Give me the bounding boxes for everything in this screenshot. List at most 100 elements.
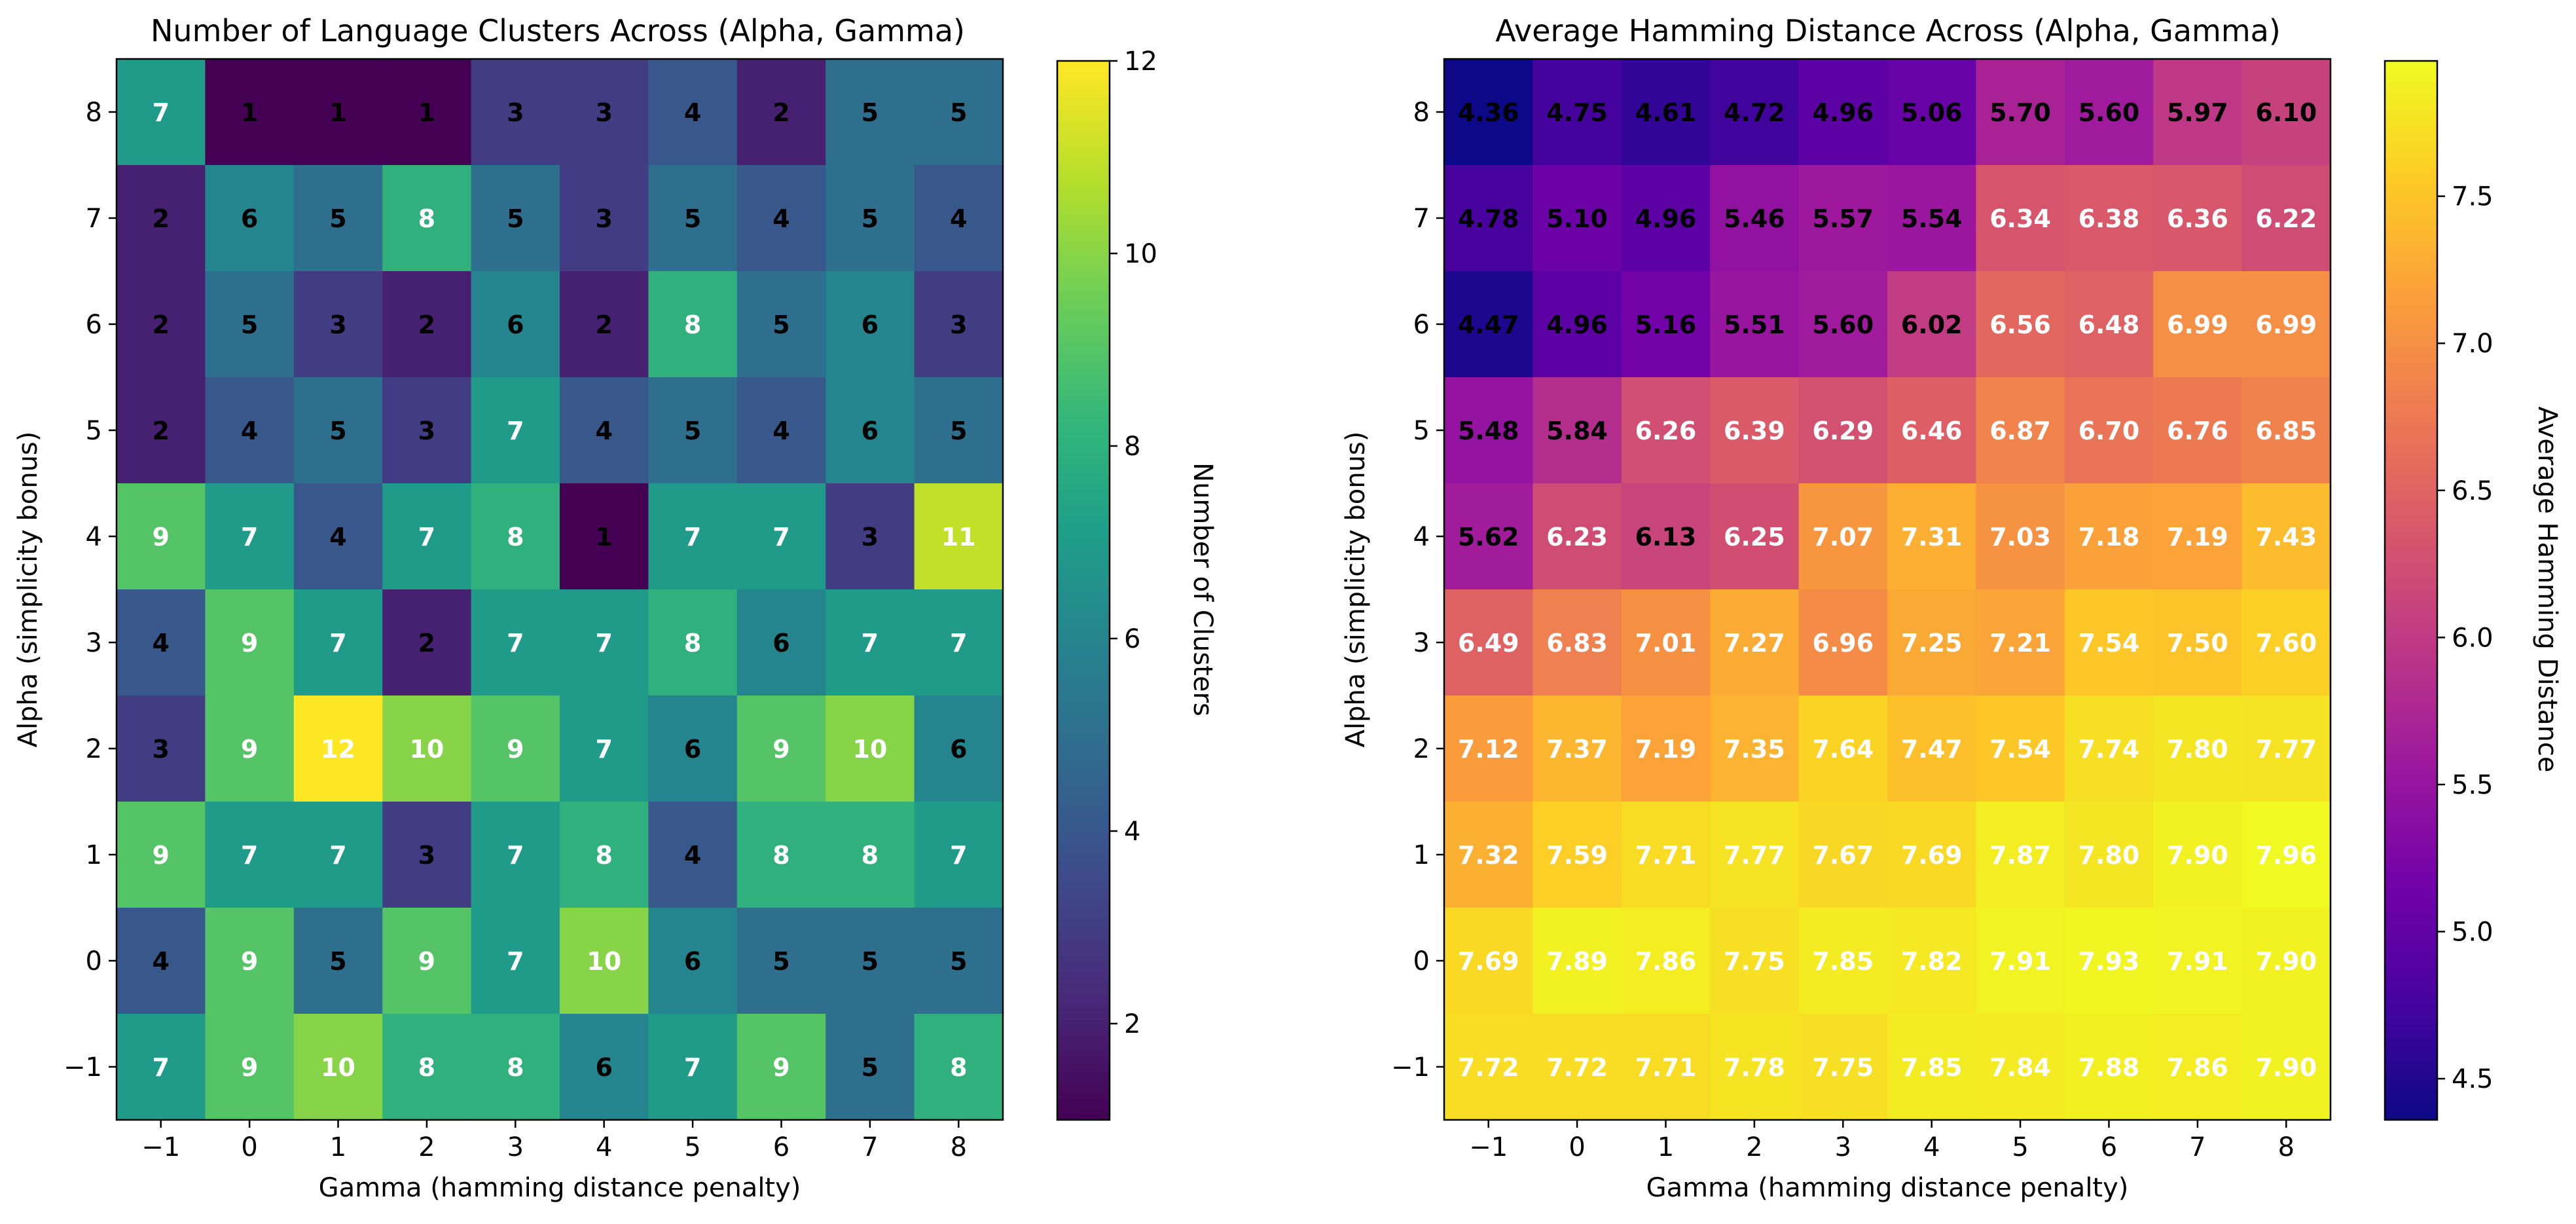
- clusters-colorbar-segment: [1057, 124, 1110, 130]
- clusters-heatmap-value-label: 4: [950, 204, 967, 233]
- clusters-colorbar-segment: [1057, 309, 1110, 316]
- clusters-colorbar-segment: [1057, 426, 1110, 432]
- hamming-heatmap-x-axis-label: Gamma (hamming distance penalty): [1646, 1173, 2129, 1203]
- clusters-colorbar-segment: [1057, 876, 1110, 882]
- hamming-colorbar-segment: [2385, 209, 2437, 215]
- clusters-heatmap-value-label: 3: [418, 417, 435, 445]
- hamming-colorbar-segment: [2385, 415, 2437, 422]
- clusters-colorbar-segment: [1057, 151, 1110, 157]
- clusters-colorbar-segment: [1057, 558, 1110, 565]
- hamming-colorbar-segment: [2385, 834, 2437, 840]
- hamming-heatmap-value-label: 7.75: [1812, 1053, 1874, 1082]
- clusters-heatmap-value-label: 7: [950, 841, 967, 870]
- hamming-heatmap-value-label: 7.87: [1989, 841, 2051, 870]
- clusters-colorbar-segment: [1057, 140, 1110, 147]
- hamming-colorbar-segment: [2385, 781, 2437, 787]
- hamming-heatmap-value-label: 5.10: [1546, 204, 1608, 233]
- hamming-colorbar-segment: [2385, 902, 2437, 909]
- hamming-colorbar-segment: [2385, 616, 2437, 623]
- clusters-colorbar-segment: [1057, 770, 1110, 777]
- hamming-heatmap-cell: [1976, 802, 2065, 908]
- clusters-colorbar-segment: [1057, 1009, 1110, 1015]
- hamming-heatmap-value-label: 7.19: [2167, 523, 2228, 551]
- clusters-heatmap-value-label: 2: [595, 310, 612, 339]
- hamming-heatmap-value-label: 7.82: [1901, 947, 1963, 976]
- hamming-colorbar-segment: [2385, 542, 2437, 549]
- clusters-colorbar-segment: [1057, 320, 1110, 327]
- hamming-colorbar-segment: [2385, 1014, 2437, 1020]
- clusters-heatmap-cell: [914, 377, 1004, 484]
- clusters-colorbar-segment: [1057, 1019, 1110, 1026]
- clusters-heatmap-value-label: 7: [595, 735, 612, 764]
- hamming-colorbar-segment: [2385, 1093, 2437, 1100]
- hamming-heatmap-cell: [2064, 1014, 2154, 1121]
- hamming-colorbar-segment: [2385, 707, 2437, 713]
- clusters-colorbar-segment: [1057, 87, 1110, 94]
- clusters-heatmap-cell: [736, 271, 826, 378]
- clusters-colorbar-segment: [1057, 98, 1110, 104]
- hamming-colorbar-segment: [2385, 1003, 2437, 1010]
- hamming-colorbar-segment: [2385, 458, 2437, 464]
- hamming-colorbar-segment: [2385, 521, 2437, 528]
- hamming-colorbar-segment: [2385, 135, 2437, 141]
- hamming-colorbar-segment: [2385, 881, 2437, 888]
- hamming-colorbar-tick-label: 5.5: [2452, 770, 2494, 800]
- clusters-heatmap-value-label: 5: [241, 310, 258, 339]
- clusters-colorbar-segment: [1057, 415, 1110, 422]
- hamming-x-tick-label: 3: [1835, 1132, 1851, 1162]
- clusters-colorbar-segment: [1057, 680, 1110, 686]
- clusters-colorbar-segment: [1057, 108, 1110, 115]
- hamming-colorbar-segment: [2385, 352, 2437, 358]
- hamming-colorbar-segment: [2385, 1009, 2437, 1015]
- hamming-heatmap-cell: [1621, 483, 1711, 590]
- clusters-heatmap-cell: [293, 589, 383, 696]
- clusters-heatmap-cell: [293, 59, 383, 166]
- hamming-colorbar-segment: [2385, 166, 2437, 173]
- hamming-colorbar-tick-label: 4.5: [2452, 1064, 2494, 1094]
- clusters-heatmap-cell: [117, 165, 206, 272]
- hamming-colorbar-segment: [2385, 235, 2437, 242]
- clusters-heatmap-value-label: 2: [152, 204, 169, 233]
- clusters-heatmap-cell: [293, 695, 383, 802]
- hamming-heatmap-y-ticks: 8 7 6 5 4 3 2 1 0 −1: [1391, 98, 1444, 1083]
- clusters-colorbar-segment: [1057, 1109, 1110, 1115]
- hamming-colorbar-segment: [2385, 437, 2437, 443]
- clusters-heatmap-cell: [560, 483, 649, 590]
- clusters-heatmap-cell: [471, 1014, 560, 1121]
- clusters-heatmap-value-label: 8: [507, 1053, 524, 1082]
- hamming-colorbar-segment: [2385, 1035, 2437, 1041]
- clusters-colorbar-segment: [1057, 92, 1110, 99]
- clusters-colorbar-segment: [1057, 627, 1110, 633]
- clusters-heatmap-cell: [560, 908, 649, 1014]
- clusters-heatmap-cell: [205, 483, 295, 590]
- clusters-heatmap-cell: [914, 271, 1004, 378]
- clusters-heatmap-value-label: 10: [587, 947, 621, 976]
- clusters-colorbar-segment: [1057, 580, 1110, 586]
- clusters-colorbar-segment: [1057, 860, 1110, 866]
- clusters-heatmap-value-label: 7: [950, 629, 967, 658]
- clusters-colorbar-segment: [1057, 458, 1110, 464]
- clusters-heatmap-value-label: 2: [772, 98, 789, 127]
- hamming-x-tick-label: 2: [1746, 1132, 1762, 1162]
- clusters-colorbar-segment: [1057, 717, 1110, 724]
- hamming-heatmap-cell: [1533, 1014, 1622, 1121]
- clusters-heatmap-cell: [205, 695, 295, 802]
- clusters-colorbar-segment: [1057, 193, 1110, 200]
- hamming-colorbar-segment: [2385, 188, 2437, 194]
- clusters-heatmap-cell: [293, 483, 383, 590]
- clusters-heatmap-cell: [293, 908, 383, 1014]
- hamming-colorbar-segment: [2385, 1067, 2437, 1073]
- hamming-colorbar-segment: [2385, 633, 2437, 639]
- hamming-heatmap-cell: [1887, 377, 1977, 484]
- clusters-heatmap-y-ticks: 8 7 6 5 4 3 2 1 0 −1: [63, 98, 117, 1083]
- hamming-heatmap-value-label: 6.10: [2255, 98, 2317, 127]
- clusters-heatmap-cell: [914, 59, 1004, 166]
- clusters-colorbar-segment: [1057, 357, 1110, 363]
- hamming-heatmap-cell: [1798, 271, 1888, 378]
- hamming-colorbar-segment: [2385, 130, 2437, 136]
- hamming-colorbar-segment: [2385, 791, 2437, 798]
- clusters-heatmap-cell: [648, 589, 738, 696]
- hamming-colorbar-segment: [2385, 976, 2437, 983]
- clusters-colorbar-segment: [1057, 325, 1110, 332]
- clusters-heatmap-cell: [471, 589, 560, 696]
